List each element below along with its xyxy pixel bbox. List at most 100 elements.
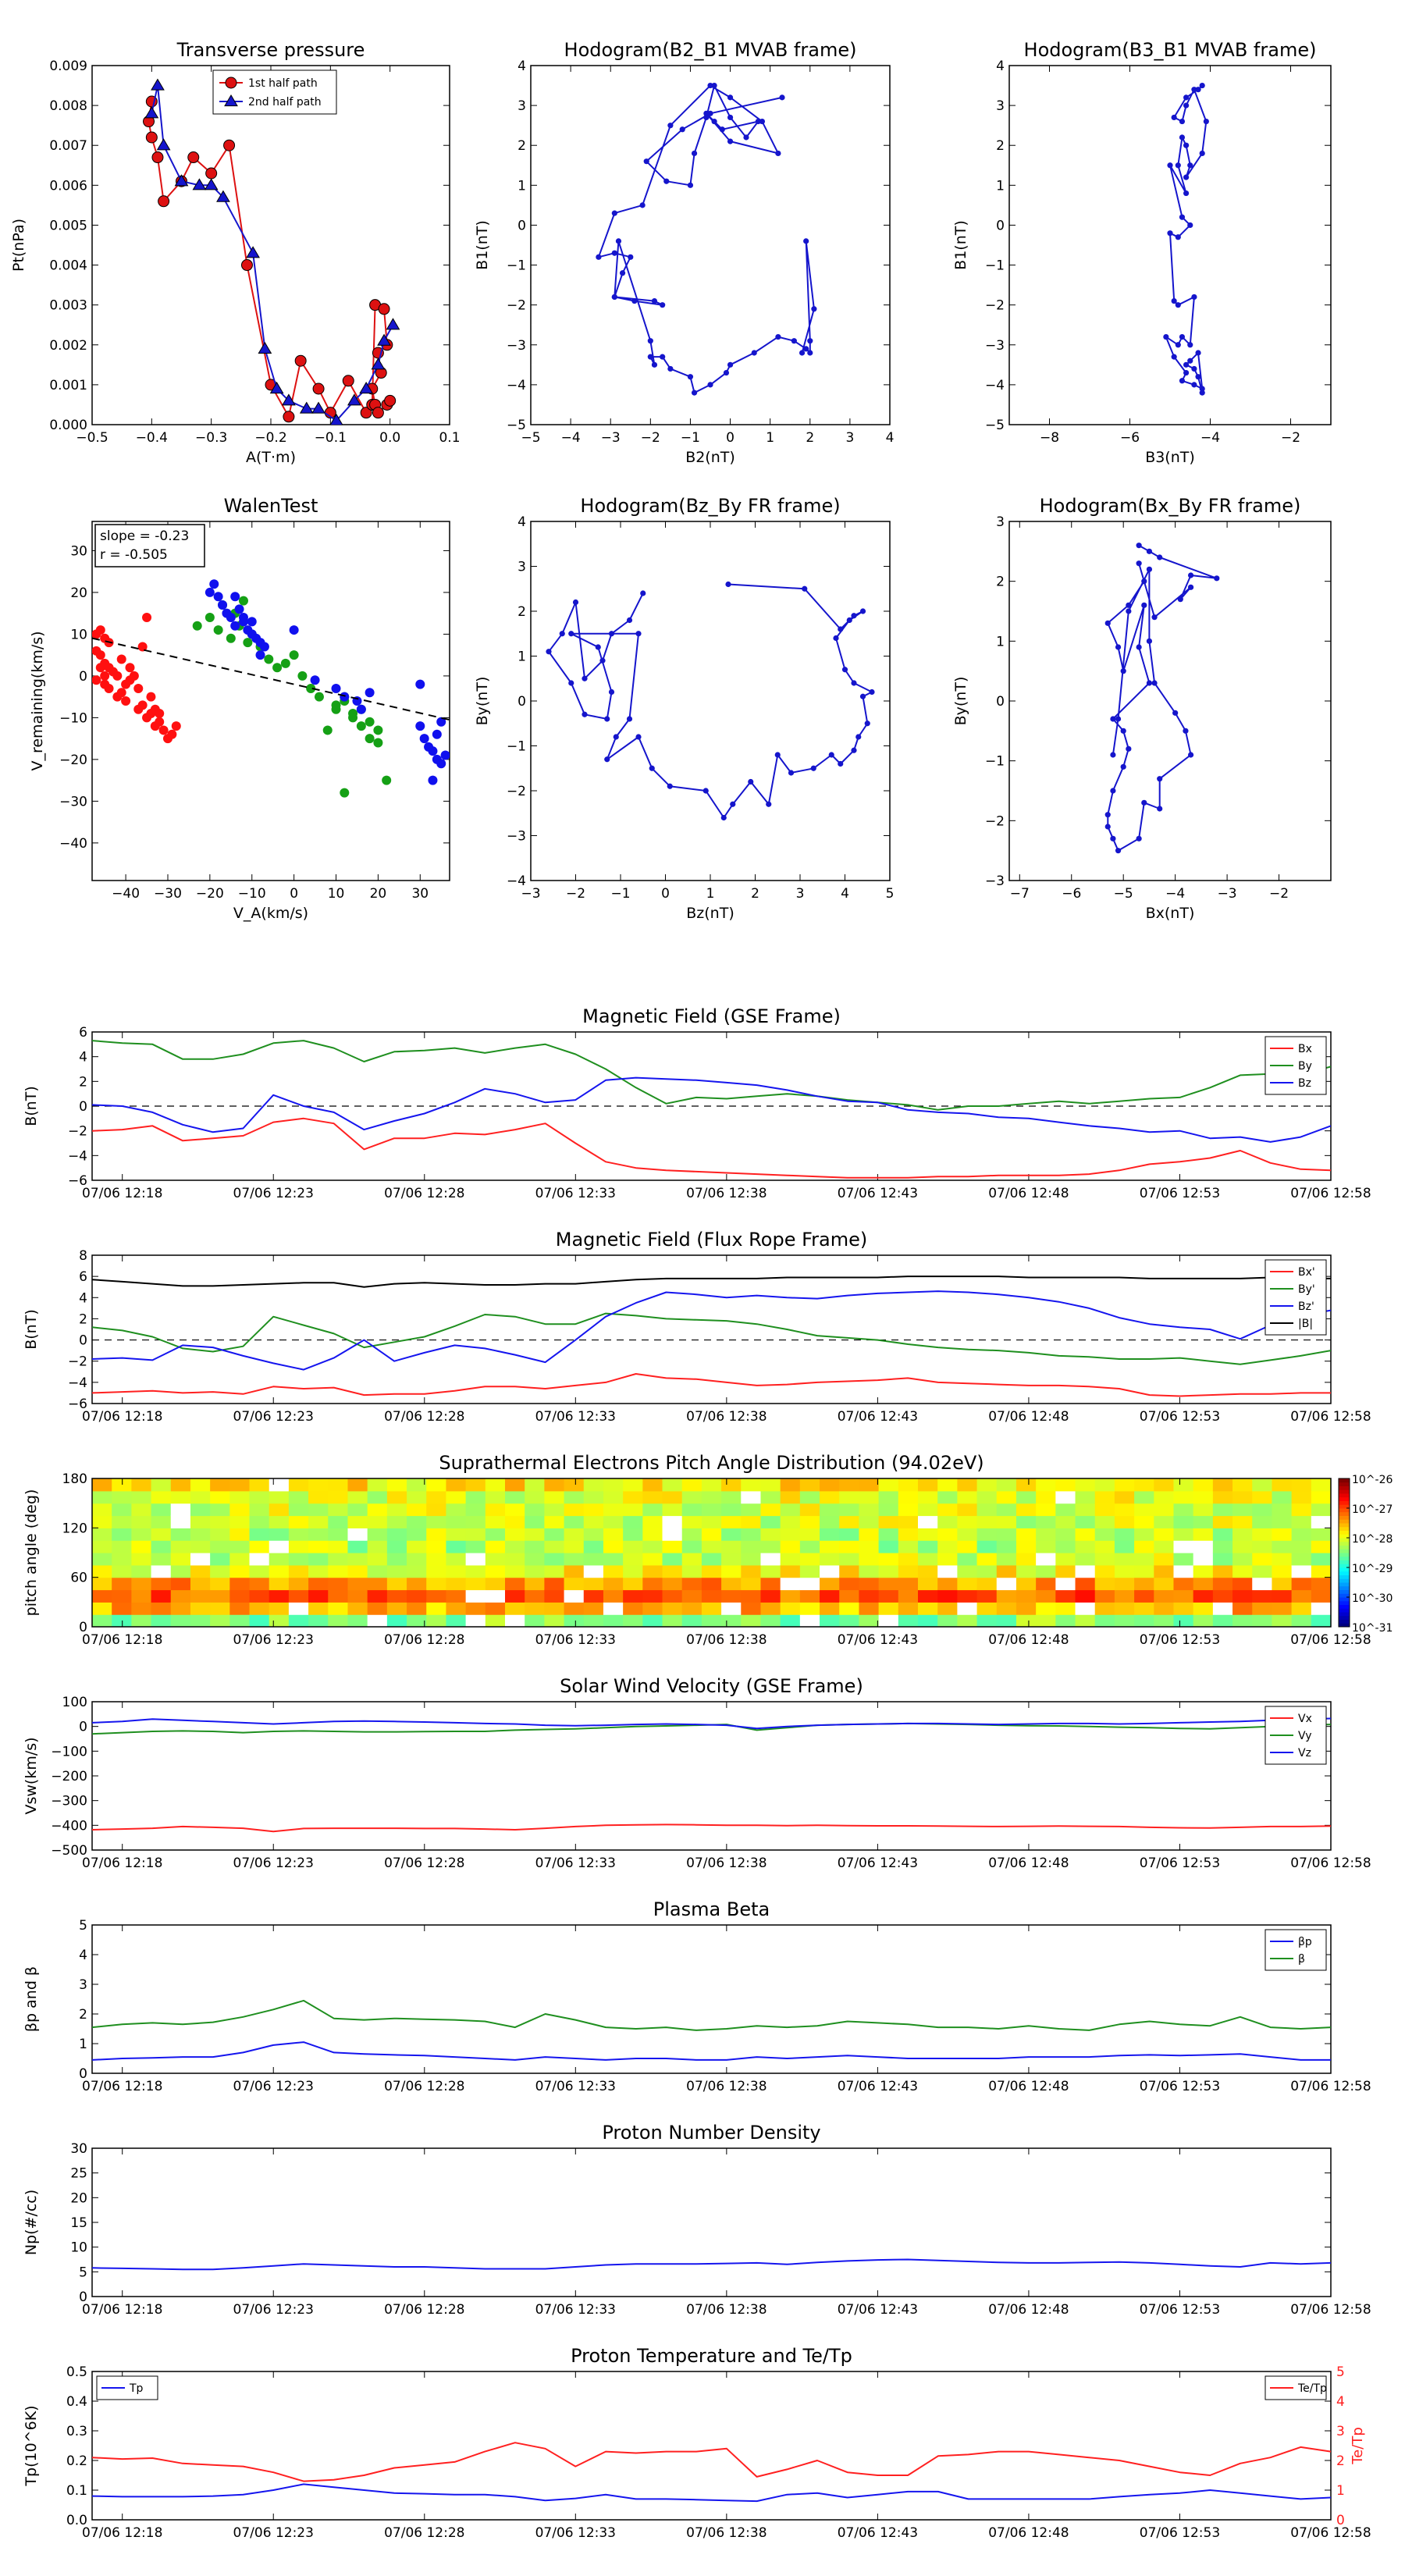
heatmap-cell xyxy=(1272,1577,1293,1591)
heatmap-cell xyxy=(741,1614,762,1627)
heatmap-cell xyxy=(859,1564,880,1578)
x-tick-label: 07/06 12:43 xyxy=(838,2079,918,2094)
legend-label: 2nd half path xyxy=(248,96,322,109)
y-tick-label: 180 xyxy=(62,1471,87,1487)
x-tick-label: 07/06 12:33 xyxy=(535,1632,616,1648)
heatmap-cell xyxy=(839,1478,860,1492)
y-tick-label: 2 xyxy=(79,1311,87,1327)
heatmap-cell xyxy=(308,1515,329,1528)
heatmap-cell xyxy=(918,1589,938,1603)
heatmap-cell xyxy=(918,1515,938,1528)
data-point xyxy=(730,801,736,807)
x-tick-label: 07/06 12:33 xyxy=(535,1186,616,1201)
heatmap-cell xyxy=(1016,1503,1037,1517)
series-line-temp-1 xyxy=(92,2442,1331,2482)
heatmap-cell xyxy=(328,1478,349,1492)
heatmap-cell xyxy=(1311,1503,1331,1517)
heatmap-cell xyxy=(583,1602,604,1615)
scatter-point xyxy=(259,642,269,652)
heatmap-cell xyxy=(583,1589,604,1603)
heatmap-cell xyxy=(681,1478,702,1492)
heatmap-cell xyxy=(112,1589,132,1603)
y-tick-label: 4 xyxy=(518,514,526,530)
data-point xyxy=(372,407,384,419)
data-point xyxy=(719,126,725,133)
heatmap-cell xyxy=(92,1515,112,1528)
heatmap-cell xyxy=(799,1614,820,1627)
data-point xyxy=(1146,638,1153,644)
heatmap-cell xyxy=(131,1614,152,1627)
data-point xyxy=(691,390,698,396)
heatmap-cell xyxy=(269,1564,290,1578)
data-point xyxy=(1136,835,1142,841)
heatmap-cell xyxy=(1134,1528,1154,1541)
data-point xyxy=(546,649,552,655)
heatmap-cell xyxy=(662,1540,683,1553)
heatmap-cell xyxy=(505,1589,525,1603)
data-point xyxy=(774,752,781,758)
data-point xyxy=(1172,710,1179,716)
heatmap-cell xyxy=(1114,1614,1135,1627)
heatmap-cell xyxy=(721,1515,742,1528)
heatmap-cell xyxy=(1016,1577,1037,1591)
colorbar-step xyxy=(1339,1604,1350,1609)
legend-label: |B| xyxy=(1298,1318,1313,1330)
x-tick-label: 07/06 12:23 xyxy=(233,1856,314,1871)
heatmap-cell xyxy=(1173,1540,1194,1553)
heatmap-cell xyxy=(996,1540,1017,1553)
heatmap-cell xyxy=(1232,1503,1253,1517)
colorbar-step xyxy=(1339,1496,1350,1501)
heatmap-cell xyxy=(603,1503,624,1517)
heatmap-cell xyxy=(721,1503,742,1517)
data-point xyxy=(1141,799,1147,806)
data-point xyxy=(204,178,219,190)
heatmap-cell xyxy=(1055,1589,1076,1603)
heatmap-cell xyxy=(465,1490,486,1504)
scatter-point xyxy=(116,688,126,698)
scatter-point xyxy=(104,683,114,693)
data-point xyxy=(1136,543,1142,549)
heatmap-cell xyxy=(642,1478,663,1492)
data-point xyxy=(651,297,658,304)
heatmap-cell xyxy=(1154,1503,1175,1517)
heatmap-cell xyxy=(918,1614,938,1627)
x-tick-label: 07/06 12:38 xyxy=(686,1632,767,1648)
y-tick-label: 25 xyxy=(70,2166,87,2182)
scatter-point xyxy=(116,654,126,664)
y-tick-label: 60 xyxy=(70,1571,87,1586)
heatmap-cell xyxy=(1272,1528,1293,1541)
heatmap-cell xyxy=(367,1515,388,1528)
heatmap-cell xyxy=(957,1490,978,1504)
annotation-text: slope = -0.23 xyxy=(100,528,189,544)
heatmap-cell xyxy=(1252,1577,1273,1591)
right-axis-label: Te/Tp xyxy=(1350,2427,1366,2465)
data-point xyxy=(667,365,674,372)
heatmap-cell xyxy=(308,1528,329,1541)
heatmap-cell xyxy=(112,1540,132,1553)
y-tick-label: −3 xyxy=(507,829,526,845)
data-point xyxy=(1191,294,1197,301)
data-point xyxy=(635,734,642,740)
heatmap-cell xyxy=(918,1503,938,1517)
heatmap-cell xyxy=(465,1540,486,1553)
scatter-point xyxy=(356,704,366,714)
x-tick-label: −3 xyxy=(1218,886,1237,902)
y-tick-label: 30 xyxy=(70,2141,87,2157)
heatmap-cell xyxy=(918,1478,938,1492)
y-tick-label: 0.3 xyxy=(66,2424,87,2439)
legend-label: 1st half path xyxy=(248,77,318,90)
data-point xyxy=(359,382,374,394)
y-tick-label: 4 xyxy=(996,59,1005,74)
heatmap-cell xyxy=(820,1589,840,1603)
heatmap-cell xyxy=(229,1478,251,1492)
data-point xyxy=(1191,365,1197,372)
fit-line xyxy=(92,637,450,721)
series-line-mf_gse-0 xyxy=(92,1117,1331,1179)
y-tick-label: 1 xyxy=(996,178,1005,194)
heatmap-cell xyxy=(1232,1515,1253,1528)
heatmap-cell xyxy=(367,1553,388,1566)
heatmap-cell xyxy=(898,1614,919,1627)
heatmap-cell xyxy=(623,1478,643,1492)
y-tick-label: −4 xyxy=(507,873,526,889)
heatmap-cell xyxy=(544,1564,565,1578)
